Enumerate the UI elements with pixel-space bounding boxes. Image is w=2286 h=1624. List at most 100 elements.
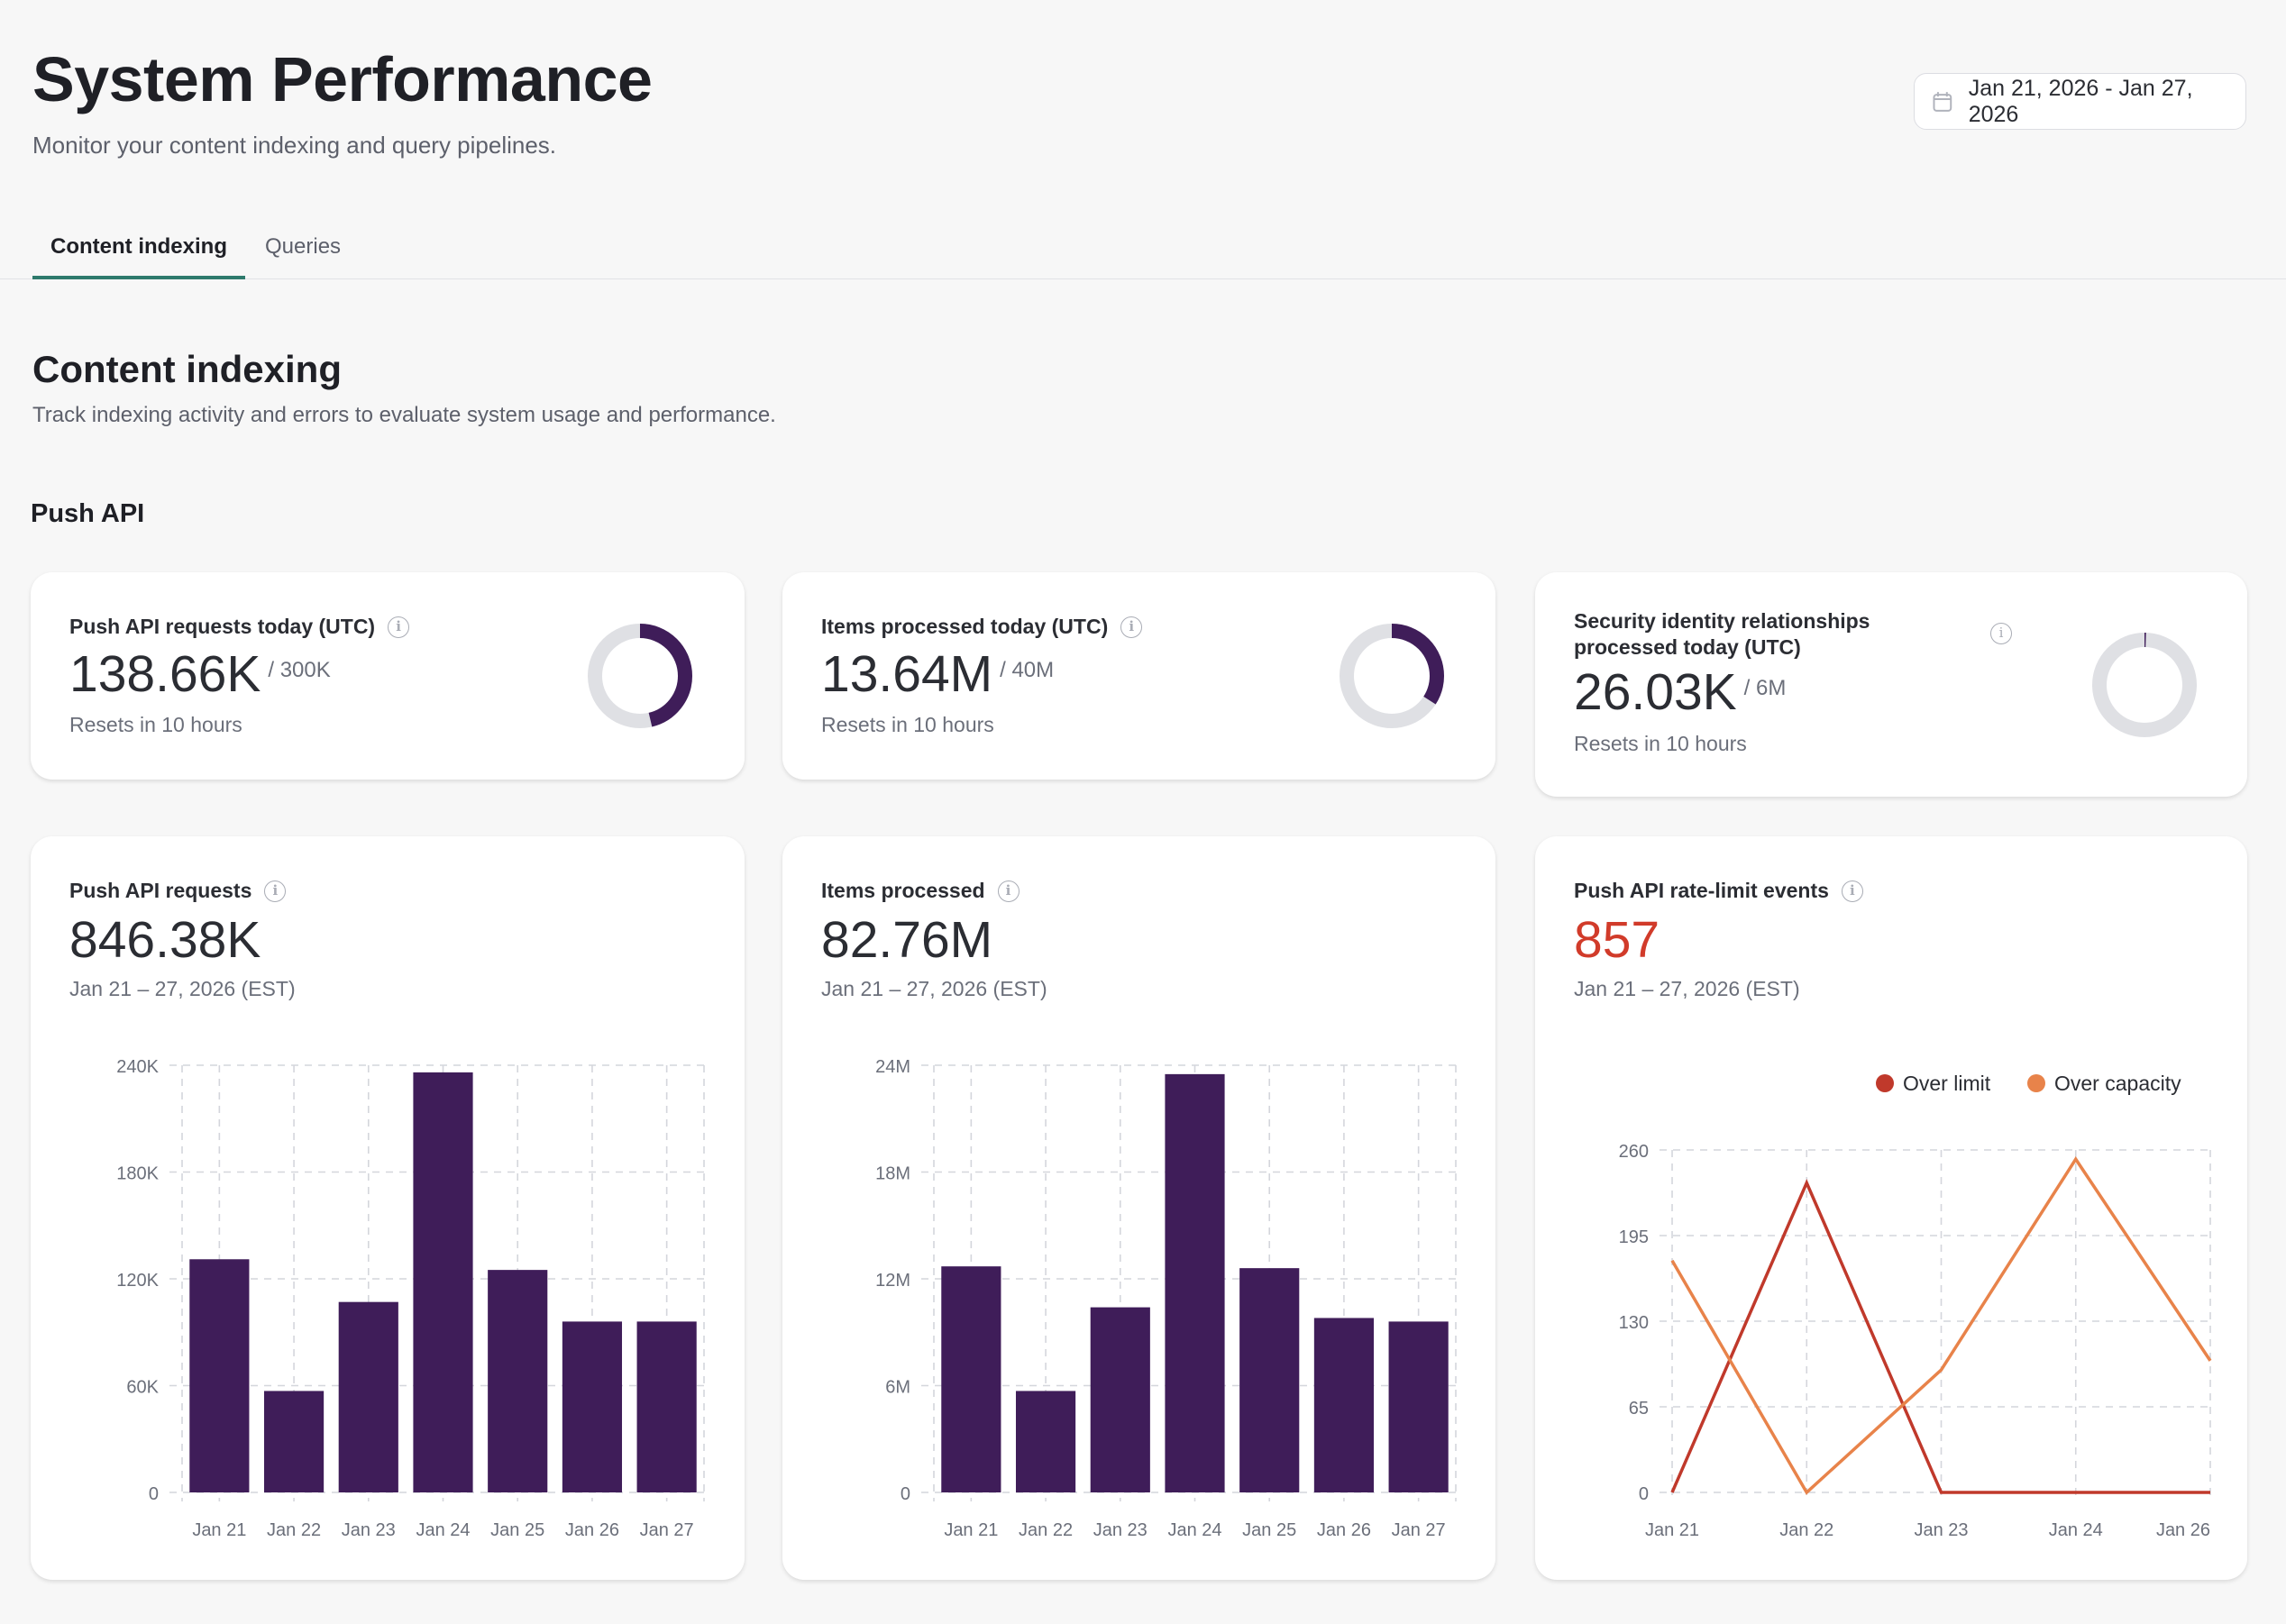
x-tick-label: Jan 26	[2156, 1520, 2210, 1540]
date-range-label: Jan 21, 2026 - Jan 27, 2026	[1968, 75, 2193, 127]
kpi-limit: / 6M	[1743, 676, 1787, 700]
date-range-picker[interactable]: Jan 21, 2026 - Jan 27, 2026	[1914, 73, 2246, 130]
x-tick-label: Jan 25	[490, 1520, 544, 1540]
bar	[263, 1391, 325, 1492]
chart-card-items-processed: Items processed i 82.76M Jan 21 – 27, 202…	[782, 836, 1495, 1580]
bar	[488, 1270, 548, 1492]
donut-track	[2092, 633, 2197, 737]
donut-fill	[1340, 624, 1444, 728]
kpi-title-row: Items processed today (UTC) i	[821, 614, 1143, 640]
chart-title: Items processed	[821, 879, 985, 902]
y-tick-label: 130	[1619, 1313, 1649, 1333]
tab-bar: Content indexing Queries	[0, 227, 2286, 279]
chart-title: Push API rate-limit events	[1574, 879, 1829, 902]
y-tick-label: 0	[1639, 1484, 1649, 1504]
x-tick-label: Jan 21	[192, 1520, 246, 1540]
bar	[1015, 1391, 1076, 1492]
y-tick-label: 195	[1619, 1227, 1649, 1247]
x-tick-label: Jan 23	[342, 1520, 396, 1540]
x-tick-label: Jan 22	[267, 1520, 321, 1540]
x-tick-label: Jan 26	[1317, 1520, 1371, 1540]
x-tick-label: Jan 24	[1167, 1520, 1221, 1540]
legend-label: Over capacity	[2054, 1072, 2181, 1095]
bar-chart: 0 6M 12M 18M 24M Jan 21 Jan 22 Jan 23 Jan 24 Jan …	[875, 1057, 1457, 1540]
chart-total: 82.76M	[821, 911, 993, 969]
section-description: Track indexing activity and errors to ev…	[32, 403, 776, 427]
legend-label: Over limit	[1903, 1072, 1991, 1095]
x-tick-label: Jan 21	[944, 1520, 998, 1540]
x-tick-label: Jan 26	[565, 1520, 619, 1540]
y-tick-label: 6M	[885, 1378, 910, 1398]
kpi-title: Items processed today (UTC)	[821, 615, 1109, 638]
kpi-card-items-processed: Items processed today (UTC) i 13.64M / 40M…	[782, 572, 1495, 780]
kpi-card-security-identity: Security identity relationships processe…	[1535, 572, 2247, 797]
kpi-value-row: 26.03K/ 6M	[1574, 662, 1786, 722]
y-tick-label: 120K	[116, 1271, 159, 1291]
x-tick-label: Jan 23	[1093, 1520, 1148, 1540]
donut-fill	[588, 624, 692, 728]
y-tick-label: 24M	[875, 1057, 910, 1077]
donut-fill	[2092, 633, 2197, 737]
y-tick-label: 18M	[875, 1164, 910, 1184]
y-tick-label: 240K	[116, 1057, 159, 1077]
x-tick-label: Jan 27	[1392, 1520, 1446, 1540]
y-tick-label: 12M	[875, 1271, 910, 1291]
chart-period: Jan 21 – 27, 2026 (EST)	[1574, 977, 1800, 1000]
x-tick-label: Jan 27	[640, 1520, 694, 1540]
x-tick-label: Jan 21	[1645, 1520, 1699, 1540]
kpi-title: Push API requests today (UTC)	[69, 615, 376, 638]
series-line-over-limit	[1670, 1179, 2210, 1494]
kpi-value-row: 13.64M / 40M	[821, 644, 1054, 704]
tab-content-indexing[interactable]: Content indexing	[32, 227, 245, 279]
line-chart: 0 65 130 195 260 Jan 21 Jan 22 Jan 23 Jan 24 Jan …	[1619, 1072, 2212, 1540]
kpi-title: Security identity relationships processe…	[1574, 609, 1870, 659]
y-tick-label: 260	[1619, 1142, 1649, 1162]
kpi-value: 26.03K	[1574, 663, 1737, 721]
chart-period: Jan 21 – 27, 2026 (EST)	[69, 977, 296, 1000]
kpi-value: 13.64M	[821, 645, 993, 703]
bar	[1090, 1307, 1150, 1492]
info-icon[interactable]: i	[997, 880, 1020, 902]
kpi-value-row: 138.66K / 300K	[69, 644, 331, 704]
info-icon[interactable]: i	[1120, 616, 1143, 638]
y-tick-label: 0	[149, 1484, 159, 1504]
info-icon[interactable]: i	[1990, 623, 2012, 644]
chart-title-row: Push API rate-limit events i	[1574, 878, 1863, 904]
legend-marker	[1876, 1074, 1894, 1092]
bar	[1388, 1321, 1449, 1492]
bar	[1239, 1268, 1300, 1492]
group-title: Push API	[31, 499, 145, 528]
y-tick-label: 0	[901, 1484, 910, 1504]
bar	[189, 1259, 250, 1492]
x-tick-label: Jan 23	[1914, 1520, 1968, 1540]
y-tick-label: 65	[1629, 1399, 1649, 1419]
x-tick-label: Jan 22	[1779, 1520, 1833, 1540]
info-icon[interactable]: i	[264, 880, 287, 902]
chart-title: Push API requests	[69, 879, 252, 902]
kpi-note: Resets in 10 hours	[821, 713, 994, 736]
bar	[1313, 1318, 1375, 1492]
info-icon[interactable]: i	[1841, 880, 1863, 902]
bar	[636, 1321, 697, 1492]
kpi-note: Resets in 10 hours	[69, 713, 242, 736]
chart-card-rate-limit: Push API rate-limit events i 857 Jan 21 –…	[1535, 836, 2247, 1580]
x-tick-label: Jan 24	[2049, 1520, 2103, 1540]
usage-donut	[1340, 624, 1444, 728]
section-title: Content indexing	[32, 348, 342, 390]
page-subtitle: Monitor your content indexing and query …	[32, 132, 557, 159]
tab-queries[interactable]: Queries	[265, 234, 342, 259]
bar	[338, 1301, 398, 1492]
kpi-limit: / 300K	[268, 658, 331, 682]
kpi-note: Resets in 10 hours	[1574, 732, 1747, 755]
usage-donut	[588, 624, 692, 728]
y-tick-label: 180K	[116, 1164, 159, 1184]
bar	[413, 1072, 473, 1492]
info-icon[interactable]: i	[388, 616, 410, 638]
legend-marker	[2027, 1074, 2045, 1092]
kpi-value: 138.66K	[69, 645, 261, 703]
bar	[1165, 1073, 1225, 1492]
page-title: System Performance	[32, 44, 653, 114]
calendar-icon	[1933, 91, 1952, 112]
usage-donut	[2092, 633, 2197, 737]
kpi-title-row: Push API requests today (UTC) i	[69, 614, 410, 640]
